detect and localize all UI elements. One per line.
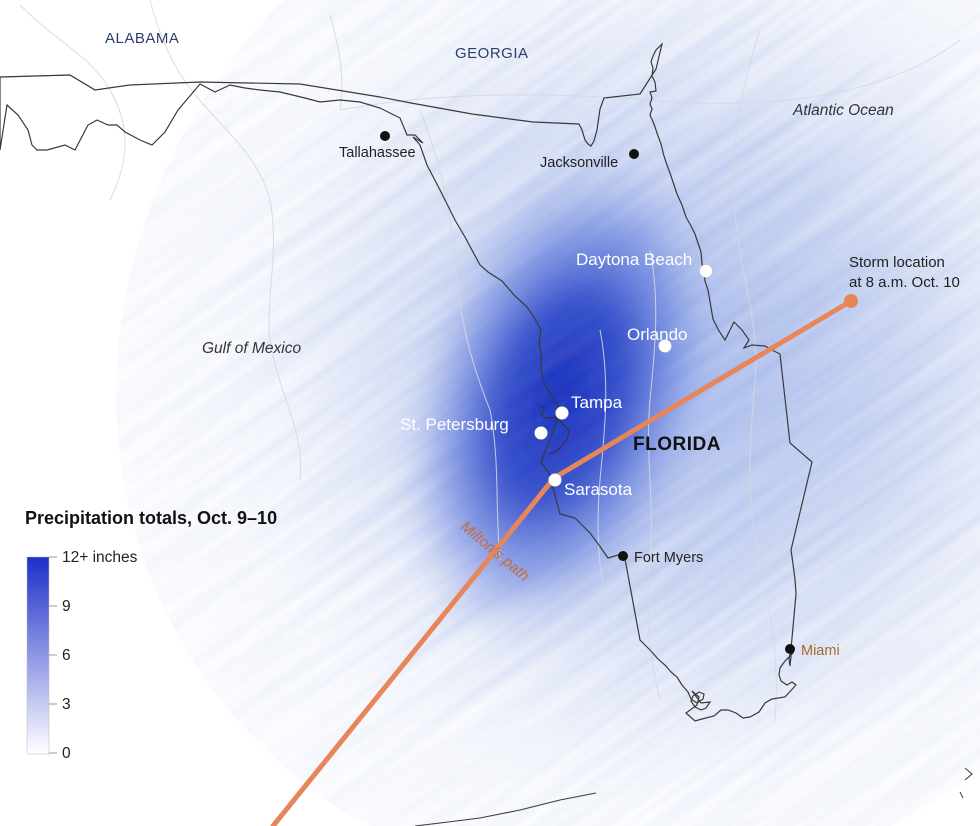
svg-text:Sarasota: Sarasota [564,480,633,499]
svg-text:Tampa: Tampa [571,393,623,412]
svg-text:St. Petersburg: St. Petersburg [400,415,509,434]
svg-text:Precipitation totals, Oct. 9–1: Precipitation totals, Oct. 9–10 [25,508,277,528]
svg-text:12+ inches: 12+ inches [62,549,138,566]
svg-text:6: 6 [62,647,71,664]
svg-text:Tallahassee: Tallahassee [339,145,416,161]
svg-text:Orlando: Orlando [627,325,687,344]
svg-text:ALABAMA: ALABAMA [105,30,179,47]
svg-text:0: 0 [62,745,71,762]
svg-text:Daytona Beach: Daytona Beach [576,250,692,269]
svg-text:3: 3 [62,696,71,713]
svg-text:Atlantic Ocean: Atlantic Ocean [792,102,894,119]
svg-text:Storm location: Storm location [849,254,945,271]
svg-text:GEORGIA: GEORGIA [455,45,529,62]
svg-text:Jacksonville: Jacksonville [540,155,618,171]
svg-text:Gulf of Mexico: Gulf of Mexico [202,340,301,357]
svg-text:at 8 a.m. Oct. 10: at 8 a.m. Oct. 10 [849,274,960,291]
svg-text:Fort Myers: Fort Myers [634,550,703,566]
svg-text:Miami: Miami [801,643,840,659]
svg-text:FLORIDA: FLORIDA [633,434,721,455]
svg-text:9: 9 [62,598,71,615]
